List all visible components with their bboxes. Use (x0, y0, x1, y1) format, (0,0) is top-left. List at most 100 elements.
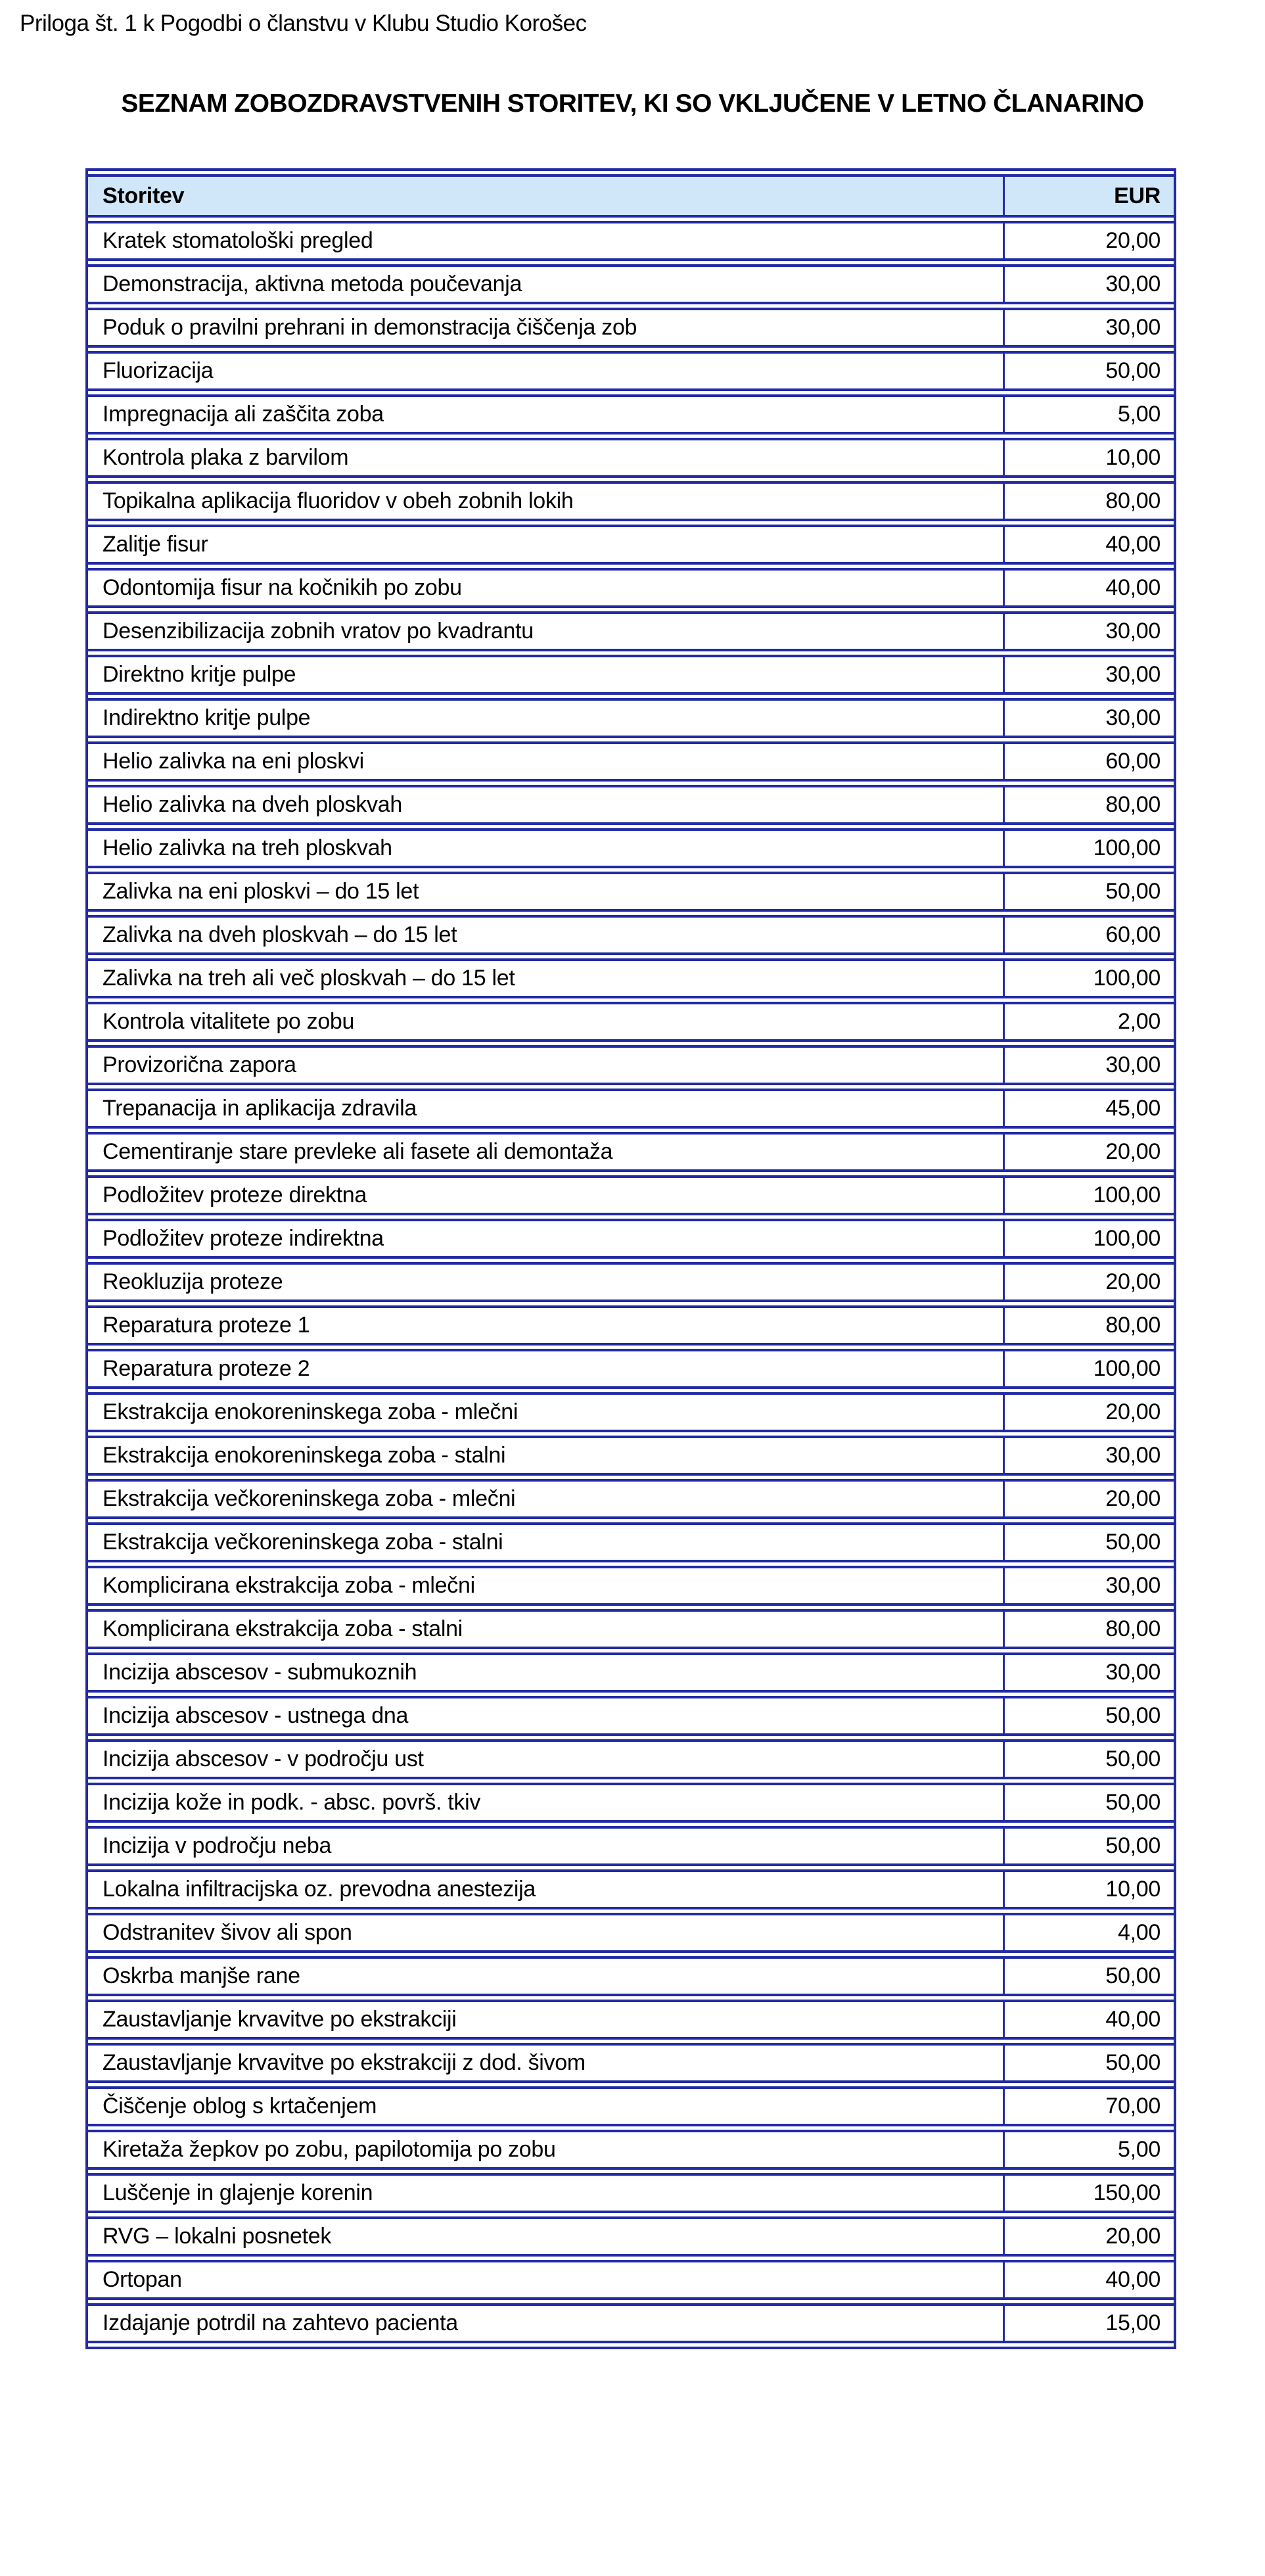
service-price-cell: 2,00 (1003, 1002, 1174, 1042)
service-name-cell: Oskrba manjše rane (88, 1956, 1003, 1996)
service-price-cell: 80,00 (1003, 1305, 1174, 1346)
table-row: Fluorizacija 50,00 (88, 351, 1174, 391)
table-row: Incizija kože in podk. - absc. površ. tk… (88, 1783, 1174, 1823)
table-row: Reparatura proteze 2 100,00 (88, 1349, 1174, 1389)
service-price-cell: 100,00 (1003, 828, 1174, 868)
service-name-cell: Zaustavljanje krvavitve po ekstrakciji z… (88, 2043, 1003, 2083)
service-name-cell: Demonstracija, aktivna metoda poučevanja (88, 264, 1003, 304)
table-row: Zalitje fisur 40,00 (88, 525, 1174, 565)
table-row: Cementiranje stare prevleke ali fasete a… (88, 1132, 1174, 1172)
service-price-cell: 5,00 (1003, 394, 1174, 434)
table-row: Incizija abscesov - ustnega dna 50,00 (88, 1696, 1174, 1736)
service-price-cell: 150,00 (1003, 2173, 1174, 2213)
service-price-cell: 45,00 (1003, 1089, 1174, 1129)
service-price-cell: 100,00 (1003, 1175, 1174, 1215)
table-row: Impregnacija ali zaščita zoba 5,00 (88, 394, 1174, 434)
service-price-cell: 40,00 (1003, 525, 1174, 565)
table-row: RVG – lokalni posnetek 20,00 (88, 2216, 1174, 2257)
service-price-cell: 60,00 (1003, 915, 1174, 955)
service-name-cell: Incizija abscesov - v področju ust (88, 1739, 1003, 1779)
service-name-cell: Zalitje fisur (88, 525, 1003, 565)
table-row: Komplicirana ekstrakcija zoba - stalni 80… (88, 1609, 1174, 1649)
table-row: Lokalna infiltracijska oz. prevodna anes… (88, 1869, 1174, 1909)
service-name-cell: Reokluzija proteze (88, 1262, 1003, 1302)
service-name-cell: Topikalna aplikacija fluoridov v obeh zo… (88, 481, 1003, 521)
service-price-cell: 20,00 (1003, 1392, 1174, 1432)
service-name-cell: Incizija v področju neba (88, 1826, 1003, 1866)
table-body: Kratek stomatološki pregled 20,00 Demonstr… (88, 221, 1174, 2343)
service-price-cell: 20,00 (1003, 221, 1174, 261)
service-name-cell: Reparatura proteze 1 (88, 1305, 1003, 1346)
table-row: Oskrba manjše rane 50,00 (88, 1956, 1174, 1996)
service-name-cell: Incizija abscesov - ustnega dna (88, 1696, 1003, 1736)
table-row: Luščenje in glajenje korenin 150,00 (88, 2173, 1174, 2213)
service-name-cell: Indirektno kritje pulpe (88, 698, 1003, 738)
service-price-cell: 20,00 (1003, 1262, 1174, 1302)
table-row: Incizija v področju neba 50,00 (88, 1826, 1174, 1866)
service-price-cell: 80,00 (1003, 481, 1174, 521)
service-name-cell: Kontrola plaka z barvilom (88, 438, 1003, 478)
service-name-cell: Fluorizacija (88, 351, 1003, 391)
service-name-cell: Komplicirana ekstrakcija zoba - mlečni (88, 1566, 1003, 1606)
service-price-cell: 30,00 (1003, 611, 1174, 651)
service-price-cell: 50,00 (1003, 1696, 1174, 1736)
service-price-cell: 60,00 (1003, 741, 1174, 782)
service-name-cell: Podložitev proteze indirektna (88, 1219, 1003, 1259)
table-row: Helio zalivka na treh ploskvah 100,00 (88, 828, 1174, 868)
table-row: Podložitev proteze indirektna 100,00 (88, 1219, 1174, 1259)
service-name-cell: Odstranitev šivov ali spon (88, 1913, 1003, 1953)
service-price-cell: 15,00 (1003, 2303, 1174, 2343)
service-price-cell: 80,00 (1003, 785, 1174, 825)
table-row: Trepanacija in aplikacija zdravila 45,00 (88, 1089, 1174, 1129)
table-row: Odstranitev šivov ali spon 4,00 (88, 1913, 1174, 1953)
table-row: Helio zalivka na dveh ploskvah 80,00 (88, 785, 1174, 825)
table-row: Reokluzija proteze 20,00 (88, 1262, 1174, 1302)
table-row: Zaustavljanje krvavitve po ekstrakciji z… (88, 2043, 1174, 2083)
table-row: Desenzibilizacija zobnih vratov po kvadr… (88, 611, 1174, 651)
table-row: Ekstrakcija enokoreninskega zoba - mlečn… (88, 1392, 1174, 1432)
service-price-cell: 30,00 (1003, 1436, 1174, 1476)
table-row: Helio zalivka na eni ploskvi 60,00 (88, 741, 1174, 782)
service-price-cell: 20,00 (1003, 2216, 1174, 2257)
table-row: Incizija abscesov - v področju ust 50,00 (88, 1739, 1174, 1779)
table-row: Kontrola plaka z barvilom 10,00 (88, 438, 1174, 478)
table-row: Incizija abscesov - submukoznih 30,00 (88, 1652, 1174, 1693)
service-price-cell: 20,00 (1003, 1479, 1174, 1519)
table-row: Kiretaža žepkov po zobu, papilotomija po… (88, 2130, 1174, 2170)
service-price-cell: 100,00 (1003, 1219, 1174, 1259)
service-price-cell: 50,00 (1003, 2043, 1174, 2083)
service-price-cell: 50,00 (1003, 1739, 1174, 1779)
service-price-cell: 30,00 (1003, 1045, 1174, 1085)
service-price-cell: 30,00 (1003, 655, 1174, 695)
service-price-cell: 100,00 (1003, 1349, 1174, 1389)
service-price-cell: 50,00 (1003, 1783, 1174, 1823)
service-price-cell: 50,00 (1003, 1956, 1174, 1996)
table-row: Zalivka na eni ploskvi – do 15 let 50,00 (88, 872, 1174, 912)
service-name-cell: Desenzibilizacija zobnih vratov po kvadr… (88, 611, 1003, 651)
service-price-cell: 10,00 (1003, 438, 1174, 478)
service-name-cell: Ekstrakcija enokoreninskega zoba - staln… (88, 1436, 1003, 1476)
service-name-cell: Kiretaža žepkov po zobu, papilotomija po… (88, 2130, 1003, 2170)
table-row: Topikalna aplikacija fluoridov v obeh zo… (88, 481, 1174, 521)
service-name-cell: Kontrola vitalitete po zobu (88, 1002, 1003, 1042)
table-row: Kontrola vitalitete po zobu 2,00 (88, 1002, 1174, 1042)
service-name-cell: Komplicirana ekstrakcija zoba - stalni (88, 1609, 1003, 1649)
service-name-cell: Ekstrakcija večkoreninskega zoba - staln… (88, 1522, 1003, 1562)
service-name-cell: Zalivka na eni ploskvi – do 15 let (88, 872, 1003, 912)
service-price-cell: 4,00 (1003, 1913, 1174, 1953)
table-row: Komplicirana ekstrakcija zoba - mlečni 30… (88, 1566, 1174, 1606)
table-row: Izdajanje potrdil na zahtevo pacienta 15,… (88, 2303, 1174, 2343)
table-row: Reparatura proteze 1 80,00 (88, 1305, 1174, 1346)
table-row: Direktno kritje pulpe 30,00 (88, 655, 1174, 695)
table-row: Ekstrakcija enokoreninskega zoba - staln… (88, 1436, 1174, 1476)
service-price-cell: 30,00 (1003, 308, 1174, 348)
service-price-cell: 10,00 (1003, 1869, 1174, 1909)
table-row: Podložitev proteze direktna 100,00 (88, 1175, 1174, 1215)
service-price-cell: 100,00 (1003, 958, 1174, 998)
table-row: Demonstracija, aktivna metoda poučevanja… (88, 264, 1174, 304)
table-row: Kratek stomatološki pregled 20,00 (88, 221, 1174, 261)
service-price-cell: 70,00 (1003, 2086, 1174, 2126)
service-name-cell: Poduk o pravilni prehrani in demonstraci… (88, 308, 1003, 348)
service-price-cell: 50,00 (1003, 1826, 1174, 1866)
